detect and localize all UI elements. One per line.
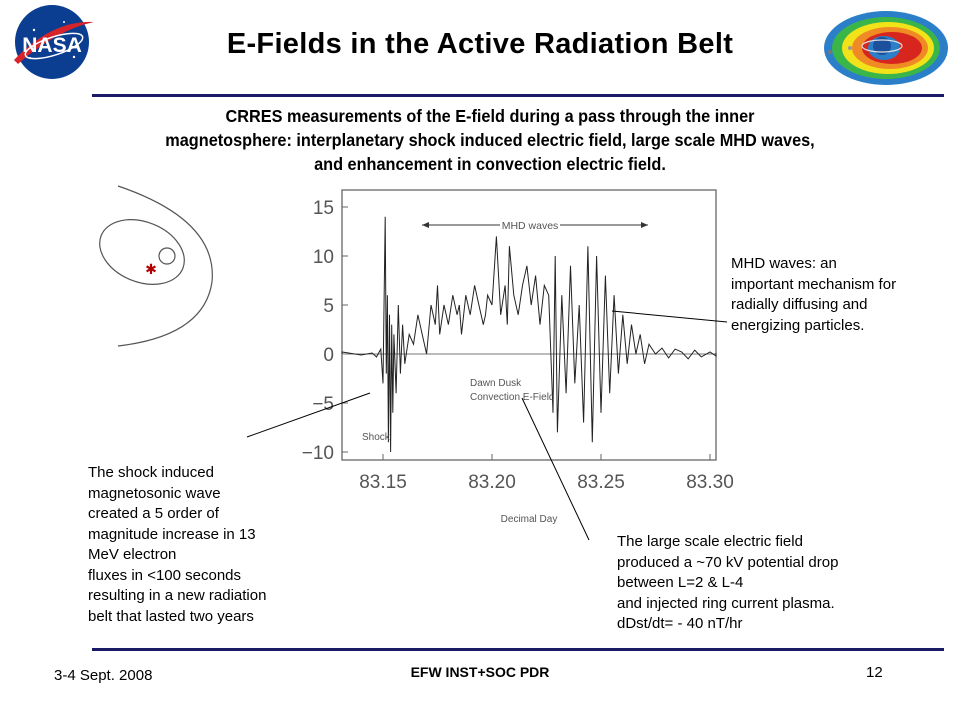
y-tick-label: 10 — [313, 247, 334, 268]
nasa-logo: NASA — [14, 5, 94, 79]
y-tick-label: −10 — [302, 443, 334, 464]
title-divider — [92, 94, 944, 97]
convection-note: The large scale electric field produced … — [617, 533, 839, 632]
shock-note: The shock induced magnetosonic wave crea… — [88, 464, 267, 625]
y-tick-label: −5 — [312, 394, 334, 415]
y-tick-label: 5 — [323, 296, 334, 317]
x-tick-label: 83.25 — [577, 472, 625, 493]
earth-circle — [158, 247, 176, 265]
footer-divider — [92, 648, 944, 651]
convection-annotation-line1: Dawn Dusk — [470, 378, 522, 389]
x-tick-label: 83.15 — [359, 472, 407, 493]
nasa-logo-text: NASA — [22, 34, 82, 57]
convection-annotation-line2: Convection E-Field — [470, 392, 554, 403]
satellite-icon — [848, 46, 852, 50]
spacecraft-marker-icon: ✱ — [145, 262, 157, 278]
page-number: 12 — [866, 664, 883, 681]
subtitle-line: CRRES measurements of the E-field during… — [225, 106, 755, 126]
orbit-diagram: ✱ — [99, 185, 213, 347]
shock-annotation: Shock — [362, 432, 391, 443]
efield-trace — [341, 216, 717, 453]
footer-title: EFW INST+SOC PDR — [410, 664, 550, 680]
nasa-logo-disc — [15, 5, 89, 79]
nasa-logo-vector — [14, 21, 94, 64]
x-axis-label: Decimal Day — [501, 514, 558, 525]
magnetopause-curve — [117, 185, 213, 347]
slide-title: E-Fields in the Active Radiation Belt — [226, 28, 734, 60]
subtitle-line: magnetosphere: interplanetary shock indu… — [165, 130, 815, 150]
footer-date: 3-4 Sept. 2008 — [54, 667, 153, 684]
mhd-callout-line — [611, 310, 728, 323]
convection-callout-line — [521, 397, 590, 541]
mhd-annotation: MHD waves — [502, 220, 559, 232]
plot-frame — [341, 189, 717, 461]
satellite-icon — [828, 50, 832, 54]
radiation-belt-graphic — [824, 11, 948, 85]
y-tick-label: 15 — [313, 198, 334, 219]
x-tick-label: 83.30 — [686, 472, 734, 493]
slide-subtitle: CRRES measurements of the E-field during… — [99, 104, 880, 176]
earth-icon — [873, 37, 891, 55]
orbit-ellipse — [99, 219, 185, 285]
x-tick-label: 83.20 — [468, 472, 516, 493]
shock-callout-line — [246, 392, 371, 438]
mhd-note: MHD waves: an important mechanism for ra… — [731, 255, 897, 334]
y-tick-label: 0 — [323, 345, 334, 366]
subtitle-line: and enhancement in convection electric f… — [314, 154, 666, 174]
